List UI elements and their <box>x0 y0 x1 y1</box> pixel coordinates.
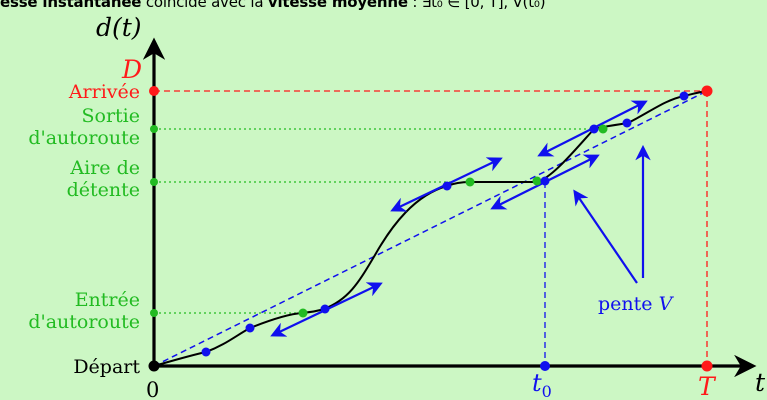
curve-point <box>298 308 308 318</box>
rest-area-label-2: détente <box>67 179 140 201</box>
pointer-arrow-2 <box>573 189 638 284</box>
curve-point <box>465 177 475 187</box>
slope-label: pente V <box>598 293 675 315</box>
x-axis-label: t <box>755 368 766 397</box>
t0-label-main: t <box>532 369 542 397</box>
rest-area-label-1: Aire de <box>69 157 140 179</box>
curve-point <box>201 347 211 357</box>
curve-point <box>532 176 542 186</box>
curve-point <box>679 91 689 101</box>
origin-label: 0 <box>146 378 159 400</box>
t0-label-sub: 0 <box>542 382 552 400</box>
t0-label: t0 <box>532 369 552 400</box>
curve-point <box>320 304 330 314</box>
curve-point <box>589 124 599 134</box>
rest-area-point-y <box>150 178 158 186</box>
banner-bold-1: esse instantanée <box>0 0 142 11</box>
arrival-point-y <box>149 86 159 96</box>
arrival-label: Arrivée <box>68 81 140 103</box>
curve-point-t0 <box>540 176 550 186</box>
curve-point <box>245 323 255 333</box>
entry-point-y <box>150 309 158 317</box>
distance-D-label: D <box>121 55 142 84</box>
entry-label-1: Entrée <box>75 289 140 311</box>
banner-text-4: : ∃t₀ ∈ [0, T], V(t₀) <box>407 0 546 11</box>
slope-label-V: V <box>659 293 675 315</box>
entry-label-2: d'autoroute <box>28 311 140 333</box>
departure-label: Départ <box>73 356 140 378</box>
T-label: T <box>698 372 717 400</box>
arrival-point <box>701 85 713 97</box>
header-banner: esse instantanée coïncide avec la vitess… <box>0 0 767 15</box>
exit-label-1: Sortie <box>82 105 141 127</box>
banner-text-2: coïncide avec la <box>141 0 268 11</box>
t0-point-x <box>540 361 550 371</box>
y-axis-label: d(t) <box>96 13 142 42</box>
curve-point <box>598 124 608 134</box>
curve-point <box>442 181 452 191</box>
origin-point <box>148 360 160 372</box>
exit-label-2: d'autoroute <box>28 127 140 149</box>
exit-point-y <box>150 125 158 133</box>
banner-bold-3: vitesse moyenne <box>267 0 408 11</box>
T-point-x <box>701 360 713 372</box>
curve-point <box>622 118 632 128</box>
slope-label-text: pente <box>598 293 659 315</box>
mean-slope-line <box>153 90 708 367</box>
